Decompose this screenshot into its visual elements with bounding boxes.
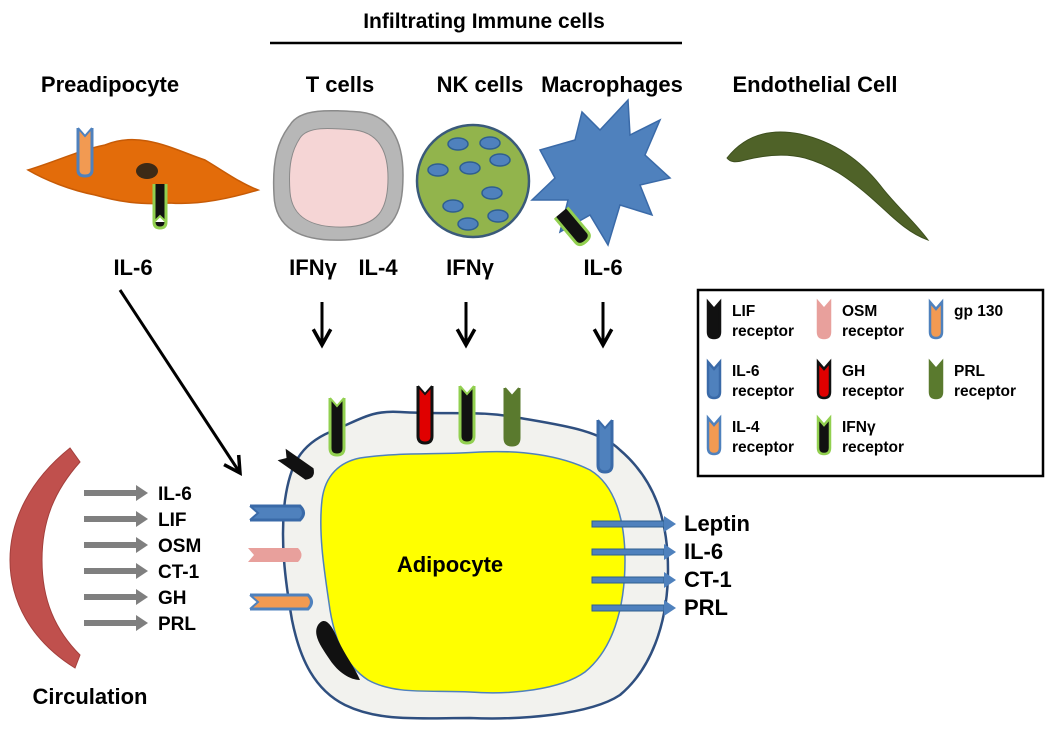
il6-receptor-icon <box>706 358 722 400</box>
legend-label: IL-6 <box>732 363 760 380</box>
output-label: IL-6 <box>684 539 723 564</box>
il6-receptor-icon <box>596 419 614 474</box>
endothelial-cell <box>726 131 930 241</box>
circulation-input-label: GH <box>158 588 187 609</box>
adipocyte-left-receptors <box>248 448 314 611</box>
legend-item: IFNγ receptor <box>816 414 904 456</box>
legend-item: GH receptor <box>816 358 904 400</box>
gh-receptor-icon <box>416 385 434 445</box>
circulation-input-label: IL-6 <box>158 484 192 505</box>
circulation-vessel <box>9 447 81 669</box>
osm-receptor-icon <box>248 548 302 562</box>
il6-receptor-icon <box>249 504 305 522</box>
legend-label: GH <box>842 363 865 380</box>
legend-label: receptor <box>842 323 904 340</box>
legend-item: IL-6 receptor <box>706 358 794 400</box>
input-arrow <box>84 589 148 605</box>
circulation-input-label: LIF <box>158 510 187 531</box>
prl-receptor-icon <box>928 358 944 400</box>
gh-receptor-icon <box>816 358 832 400</box>
circulation-input-label: CT-1 <box>158 562 200 583</box>
legend-label: OSM <box>842 303 877 320</box>
output-arrow <box>591 600 676 616</box>
legend-label: IFNγ <box>842 419 876 436</box>
t-cell-cytokine-1: IFNγ <box>289 255 337 280</box>
cytokine-arrows <box>118 289 603 473</box>
legend-item: OSM receptor <box>816 298 904 340</box>
adipocyte-label: Adipocyte <box>397 552 503 577</box>
legend-label: receptor <box>732 383 794 400</box>
nk-cells-title: NK cells <box>437 72 524 97</box>
circulation-input-label: OSM <box>158 536 201 557</box>
legend-label: PRL <box>954 363 985 380</box>
legend-label: LIF <box>732 303 755 320</box>
adipocyte-output-arrows <box>591 516 676 616</box>
ifng-receptor-icon <box>816 414 832 456</box>
ifng-receptor-icon <box>458 385 476 445</box>
macrophages-title: Macrophages <box>541 72 683 97</box>
receptor-legend: LIF receptor OSM receptor gp 130 IL-6 receptor… <box>696 288 1045 478</box>
legend-item: IL-4 receptor <box>706 414 794 456</box>
ifng-receptor-icon <box>152 184 168 230</box>
ifng-receptor-icon <box>553 206 591 246</box>
preadipocyte-cytokine: IL-6 <box>113 255 152 280</box>
input-arrow <box>84 615 148 631</box>
nk-cell-cytokine: IFNγ <box>446 255 494 280</box>
output-arrow <box>591 572 676 588</box>
input-arrow <box>84 511 148 527</box>
output-label: Leptin <box>684 511 750 536</box>
macrophage-cytokine: IL-6 <box>583 255 622 280</box>
legend-label: gp 130 <box>954 303 1003 320</box>
t-cells-title: T cells <box>306 72 374 97</box>
legend-label: receptor <box>732 323 794 340</box>
legend-label: IL-4 <box>732 419 760 436</box>
circulation-label: Circulation <box>33 684 148 709</box>
gp130-icon <box>928 298 944 340</box>
nk-cell <box>415 123 531 239</box>
preadipocyte-nucleus <box>136 163 158 179</box>
input-arrow <box>84 563 148 579</box>
lif-receptor-icon <box>277 448 314 480</box>
ifng-receptor-icon <box>328 397 346 457</box>
nk-granules <box>427 136 511 231</box>
legend-label: receptor <box>842 383 904 400</box>
preadipocyte-arrow <box>118 289 240 473</box>
il4-receptor-icon <box>706 414 722 456</box>
output-arrow <box>591 544 676 560</box>
immune-cells-header: Infiltrating Immune cells <box>363 10 605 33</box>
legend-label: receptor <box>842 439 904 456</box>
endothelial-title: Endothelial Cell <box>732 72 897 97</box>
il4-receptor-icon <box>249 593 313 611</box>
t-cell <box>272 109 404 241</box>
preadipocyte-cell <box>26 127 261 230</box>
adipocyte-cell <box>281 410 670 720</box>
lif-receptor-icon <box>706 298 722 340</box>
preadipocyte-title: Preadipocyte <box>41 72 179 97</box>
adipocyte-top-receptors <box>328 385 614 474</box>
legend-item: PRL receptor <box>928 358 1016 400</box>
gp130-receptor-icon <box>76 127 94 178</box>
macrophage-cell <box>530 98 672 247</box>
prl-receptor-icon <box>503 387 521 447</box>
adipocyte-nucleus <box>316 620 360 680</box>
output-label: PRL <box>684 595 728 620</box>
output-label: CT-1 <box>684 567 732 592</box>
osm-receptor-icon <box>816 298 832 340</box>
t-cell-cytokine-2: IL-4 <box>358 255 398 280</box>
input-arrow <box>84 485 148 501</box>
legend-label: receptor <box>954 383 1016 400</box>
output-arrow <box>591 516 676 532</box>
legend-box <box>696 288 1045 478</box>
circulation-input-label: PRL <box>158 614 196 635</box>
legend-label: receptor <box>732 439 794 456</box>
legend-item: LIF receptor <box>706 298 794 340</box>
circulation-input-arrows <box>84 485 148 631</box>
legend-item: gp 130 <box>928 298 1003 340</box>
input-arrow <box>84 537 148 553</box>
